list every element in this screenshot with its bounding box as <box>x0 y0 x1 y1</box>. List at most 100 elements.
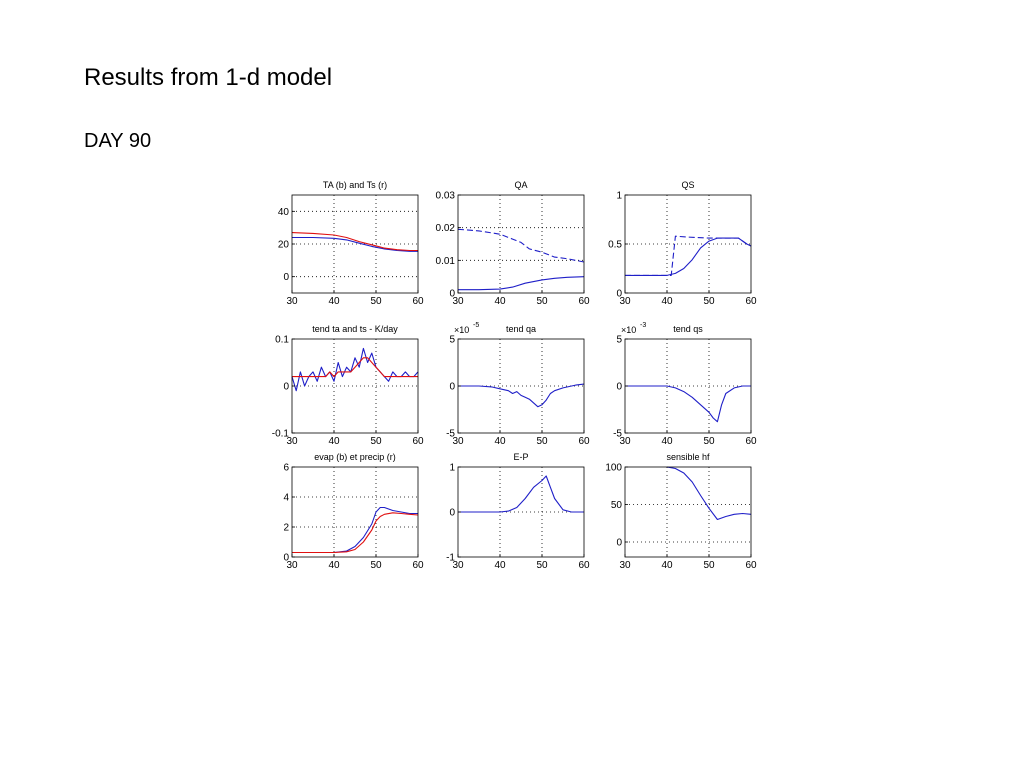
x-tick-label: 60 <box>578 296 590 307</box>
y-tick-label: 5 <box>616 335 622 346</box>
y-tick-label: 0 <box>283 272 289 283</box>
axes-frame <box>624 466 752 558</box>
plot-area <box>625 467 751 557</box>
series-line-2 <box>458 276 585 291</box>
panel-title: TA (b) and Ts (r) <box>323 180 387 190</box>
y-tick-label: 0 <box>616 382 622 393</box>
y-tick-label: 1 <box>616 191 622 202</box>
x-tick-label: 30 <box>452 296 464 307</box>
plot-area <box>292 467 418 557</box>
series-line-1 <box>625 385 751 423</box>
panel-tend-qs: 30 40 50 60 -5 0 5 tend qs ×10 -3 <box>613 322 757 447</box>
x-tick-label: 50 <box>370 560 382 571</box>
panel-title: sensible hf <box>666 452 710 462</box>
y-tick-label: -1 <box>446 553 455 564</box>
x-tick-label: 50 <box>370 296 382 307</box>
series-line-1 <box>292 236 418 252</box>
series-line-1 <box>458 475 584 513</box>
x-tick-label: 30 <box>452 560 464 571</box>
x-tick-label: 30 <box>619 436 631 447</box>
y-tick-label: 0.1 <box>275 335 289 346</box>
x-tick-label: 60 <box>578 560 590 571</box>
x-tick-label: 40 <box>661 560 673 571</box>
x-tick-label: 40 <box>328 560 340 571</box>
slide-subtitle: DAY 90 <box>84 130 152 152</box>
axes-frame <box>457 194 585 294</box>
panel-sensible-hf: 30 40 50 60 0 50 100 sensible hf <box>605 452 757 571</box>
series-line-2 <box>292 357 418 378</box>
y-tick-label: 1 <box>449 463 455 474</box>
panel-ta-ts: 30 40 50 60 0 20 40 TA (b) and Ts (r) <box>278 180 424 307</box>
series-line-2 <box>291 232 418 252</box>
y-tick-label: -5 <box>446 429 455 440</box>
panel-evap-precip: 30 40 50 60 0 2 4 6 evap (b) et precip (r) <box>283 452 424 571</box>
x-tick-label: 60 <box>412 436 424 447</box>
y-tick-label: -0.1 <box>272 429 290 440</box>
y-tick-label: 0.02 <box>436 223 456 234</box>
x-tick-label: 30 <box>286 560 298 571</box>
y-tick-label: 50 <box>611 500 623 511</box>
y-tick-label: 5 <box>449 335 455 346</box>
plot-area <box>625 195 751 293</box>
y-tick-label: 0.5 <box>608 240 622 251</box>
series-line-2 <box>292 512 419 554</box>
slide-title: Results from 1-d model <box>84 64 333 91</box>
plot-area <box>458 195 584 293</box>
x-tick-label: 40 <box>494 560 506 571</box>
series-line-1 <box>457 228 585 263</box>
scale-exponent: -5 <box>473 322 479 329</box>
x-tick-label: 40 <box>494 296 506 307</box>
panel-title: QS <box>681 180 694 190</box>
y-tick-label: 0.01 <box>436 256 456 267</box>
x-tick-label: 40 <box>494 436 506 447</box>
x-tick-label: 40 <box>328 296 340 307</box>
x-tick-label: 60 <box>412 560 424 571</box>
panel-title: tend ta and ts - K/day <box>312 324 398 334</box>
x-tick-label: 30 <box>452 436 464 447</box>
series-line-1 <box>666 466 752 521</box>
x-tick-label: 60 <box>745 560 757 571</box>
scale-factor: ×10 <box>454 325 469 335</box>
x-tick-label: 30 <box>619 296 631 307</box>
x-tick-label: 60 <box>578 436 590 447</box>
y-tick-label: 0 <box>283 553 289 564</box>
y-tick-label: 0 <box>449 508 455 519</box>
x-tick-label: 50 <box>536 560 548 571</box>
y-tick-label: 20 <box>278 240 290 251</box>
axes-frame <box>291 466 419 558</box>
panel-tend-qa: 30 40 50 60 -5 0 5 tend qa ×10 -5 <box>446 322 590 447</box>
panel-title: evap (b) et precip (r) <box>314 452 396 462</box>
x-tick-label: 60 <box>745 296 757 307</box>
panel-title: tend qa <box>506 324 536 334</box>
x-tick-label: 50 <box>703 560 715 571</box>
y-tick-label: 0 <box>616 289 622 300</box>
panel-title: QA <box>514 180 527 190</box>
x-tick-label: 50 <box>536 296 548 307</box>
x-tick-label: 30 <box>286 296 298 307</box>
y-tick-label: 40 <box>278 207 290 218</box>
y-tick-label: 6 <box>283 463 289 474</box>
y-tick-label: 0.03 <box>436 191 456 202</box>
scale-factor: ×10 <box>621 325 636 335</box>
panel-qs: 30 40 50 60 0 0.5 1 QS <box>608 180 757 307</box>
x-tick-label: 40 <box>661 436 673 447</box>
x-tick-label: 30 <box>619 560 631 571</box>
panel-tend-ta-ts: 30 40 50 60 -0.1 0 0.1 tend ta and ts - K/day <box>272 324 424 447</box>
panel-qa: 30 40 50 60 0 0.01 0.02 0.03 QA <box>436 180 590 307</box>
x-tick-label: 50 <box>536 436 548 447</box>
scale-exponent: -3 <box>640 322 646 329</box>
x-tick-label: 30 <box>286 436 298 447</box>
panel-e-p: 30 40 50 60 -1 0 1 E-P <box>446 452 590 571</box>
series-line-2 <box>625 237 752 276</box>
y-tick-label: 100 <box>605 463 622 474</box>
plot-area <box>292 339 418 433</box>
y-tick-label: 0 <box>616 538 622 549</box>
y-tick-label: 0 <box>449 382 455 393</box>
panel-title: tend qs <box>673 324 703 334</box>
x-tick-label: 40 <box>328 436 340 447</box>
y-tick-label: 4 <box>283 493 289 504</box>
y-tick-label: 0 <box>449 289 455 300</box>
x-tick-label: 60 <box>745 436 757 447</box>
x-tick-label: 40 <box>661 296 673 307</box>
